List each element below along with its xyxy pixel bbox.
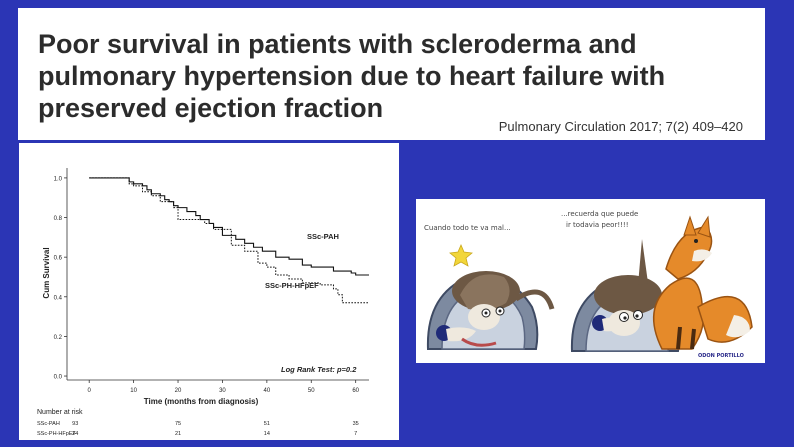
chart-curves xyxy=(89,177,369,304)
risk-value: 35 xyxy=(353,421,359,427)
x-axis-label: Time (months from diagnosis) xyxy=(144,397,259,406)
risk-value: 21 xyxy=(175,431,181,437)
series-label-ssc-ph-hfpef: SSc-PH-HFpEF xyxy=(265,281,319,290)
risk-value: 51 xyxy=(264,421,270,427)
y-tick-label: 0.4 xyxy=(54,295,63,301)
risk-value: 7 xyxy=(354,431,357,437)
y-tick-label: 1.0 xyxy=(54,176,63,182)
risk-table: Number at risk SSc-PAH SSc-PH-HFpEF 93 75… xyxy=(37,409,359,437)
artist-signature: ODON PORTILLO xyxy=(698,353,744,359)
km-survival-chart: 0.0 0.2 0.4 0.6 0.8 1.0 0 10 20 30 40 50 60 Cum Surv… xyxy=(37,168,369,437)
y-tick-label: 0.8 xyxy=(54,216,63,222)
risk-value: 75 xyxy=(175,421,181,427)
log-rank-annotation: Log Rank Test: p=0.2 xyxy=(281,365,357,374)
x-tick-label: 20 xyxy=(175,388,182,394)
x-tick-label: 10 xyxy=(130,388,137,394)
risk-row-label: SSc-PAH xyxy=(37,421,60,427)
slide-title: Poor survival in patients with scleroder… xyxy=(38,29,666,123)
citation: Pulmonary Circulation 2017; 7(2) 409–420 xyxy=(498,119,743,134)
series-line-ssc-ph-hfpef xyxy=(89,177,369,304)
y-tick-label: 0.6 xyxy=(54,256,63,262)
dog-and-fox-illustration xyxy=(570,215,753,352)
survival-chart-card: 0.0 0.2 0.4 0.6 0.8 1.0 0 10 20 30 40 50 60 Cum Surv… xyxy=(19,143,399,440)
risk-value: 24 xyxy=(72,431,78,437)
series-line-ssc-pah xyxy=(89,177,369,276)
star-icon xyxy=(449,243,473,267)
risk-value: 14 xyxy=(264,431,270,437)
risk-table-title: Number at risk xyxy=(37,409,83,416)
right-caption-line1: ...recuerda que puede xyxy=(561,210,638,218)
y-axis-label: Cum Survival xyxy=(42,247,51,298)
x-tick-label: 0 xyxy=(88,388,92,394)
chart-axes xyxy=(66,168,369,381)
dog-under-dome-illustration xyxy=(426,271,555,350)
left-caption: Cuando todo te va mal... xyxy=(424,224,511,232)
x-tick-label: 30 xyxy=(219,388,226,394)
risk-row-label: SSc-PH-HFpEF xyxy=(37,431,76,437)
y-tick-label: 0.0 xyxy=(54,375,63,381)
series-label-ssc-pah: SSc-PAH xyxy=(307,232,339,241)
cartoon-illustration: Cuando todo te va mal... ...recuerda que… xyxy=(424,210,753,359)
y-tick-label: 0.2 xyxy=(54,335,63,341)
x-tick-label: 50 xyxy=(308,388,315,394)
right-caption-line2: ir todavia peor!!!! xyxy=(566,221,629,229)
risk-values: 93 75 51 35 24 21 14 7 xyxy=(72,421,359,437)
chart-ticks: 0.0 0.2 0.4 0.6 0.8 1.0 0 10 20 30 40 50 60 xyxy=(54,176,360,394)
x-tick-label: 60 xyxy=(352,388,359,394)
x-tick-label: 40 xyxy=(264,388,271,394)
cartoon-card: Cuando todo te va mal... ...recuerda que… xyxy=(416,199,765,363)
risk-value: 93 xyxy=(72,421,78,427)
title-card: Poor survival in patients with scleroder… xyxy=(18,8,765,140)
